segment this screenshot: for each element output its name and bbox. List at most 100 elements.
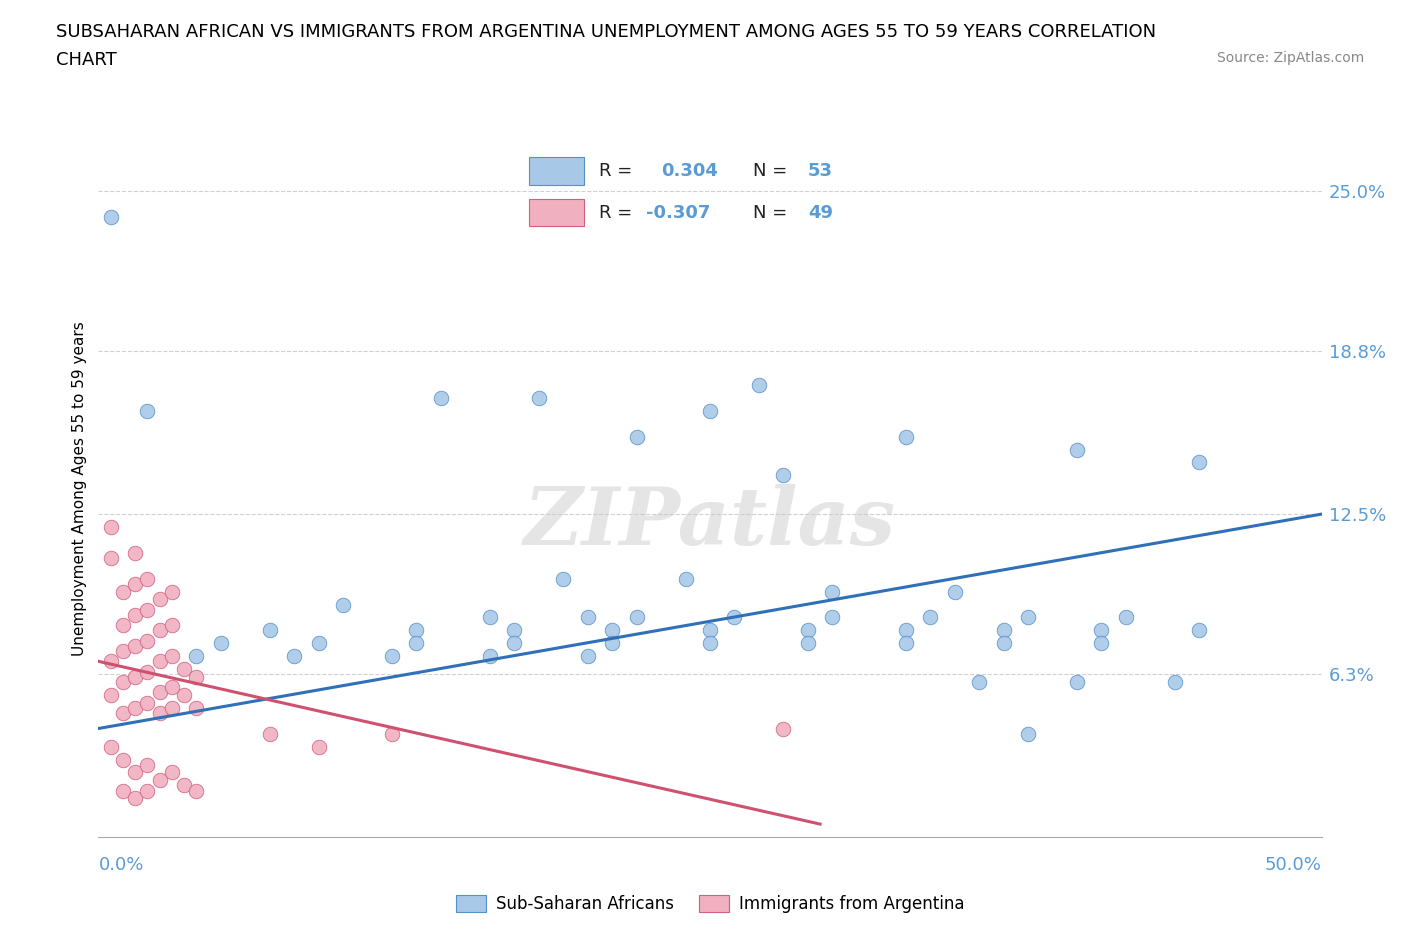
Point bbox=[797, 623, 820, 638]
Point bbox=[160, 680, 183, 695]
Point bbox=[430, 391, 453, 405]
Point bbox=[136, 664, 159, 679]
Point bbox=[186, 649, 208, 664]
Point bbox=[1017, 610, 1039, 625]
Point bbox=[723, 610, 745, 625]
Point bbox=[553, 571, 575, 586]
Point bbox=[894, 636, 917, 651]
Point bbox=[943, 584, 966, 599]
Point bbox=[1090, 636, 1112, 651]
Point bbox=[124, 607, 146, 622]
Point bbox=[186, 670, 208, 684]
Point bbox=[772, 468, 794, 483]
Point bbox=[1164, 674, 1187, 689]
Point bbox=[100, 209, 122, 224]
Text: 0.0%: 0.0% bbox=[98, 856, 143, 873]
Point bbox=[136, 571, 159, 586]
Point bbox=[136, 603, 159, 618]
Point bbox=[111, 674, 134, 689]
Point bbox=[209, 636, 232, 651]
Point bbox=[149, 706, 172, 721]
Point bbox=[821, 610, 844, 625]
Point bbox=[149, 654, 172, 669]
Point bbox=[503, 636, 526, 651]
Point bbox=[124, 577, 146, 591]
Point bbox=[675, 571, 697, 586]
Point bbox=[894, 623, 917, 638]
Point bbox=[173, 661, 195, 676]
Point bbox=[111, 584, 134, 599]
Point bbox=[1090, 623, 1112, 638]
Text: Source: ZipAtlas.com: Source: ZipAtlas.com bbox=[1216, 51, 1364, 65]
Point bbox=[111, 752, 134, 767]
Point bbox=[308, 636, 330, 651]
Point bbox=[100, 520, 122, 535]
Text: ZIPatlas: ZIPatlas bbox=[524, 485, 896, 562]
Text: SUBSAHARAN AFRICAN VS IMMIGRANTS FROM ARGENTINA UNEMPLOYMENT AMONG AGES 55 TO 59: SUBSAHARAN AFRICAN VS IMMIGRANTS FROM AR… bbox=[56, 23, 1156, 41]
Point bbox=[993, 623, 1015, 638]
Point bbox=[160, 649, 183, 664]
Point bbox=[1115, 610, 1137, 625]
Point bbox=[124, 638, 146, 653]
Point bbox=[136, 757, 159, 772]
Point bbox=[527, 391, 550, 405]
Point bbox=[136, 633, 159, 648]
Point bbox=[405, 636, 427, 651]
Point bbox=[576, 610, 599, 625]
Point bbox=[626, 610, 648, 625]
Point bbox=[259, 623, 281, 638]
Point bbox=[405, 623, 427, 638]
Point bbox=[136, 696, 159, 711]
Point bbox=[967, 674, 990, 689]
Point bbox=[160, 584, 183, 599]
Point bbox=[111, 618, 134, 632]
Point bbox=[124, 545, 146, 560]
Point bbox=[332, 597, 354, 612]
Point bbox=[100, 551, 122, 565]
Point bbox=[797, 636, 820, 651]
Point bbox=[111, 706, 134, 721]
Point bbox=[748, 378, 770, 392]
Point bbox=[1188, 623, 1211, 638]
Point bbox=[149, 684, 172, 699]
Point bbox=[699, 623, 721, 638]
Point bbox=[100, 654, 122, 669]
Point bbox=[259, 726, 281, 741]
Point bbox=[600, 623, 623, 638]
Point bbox=[772, 721, 794, 736]
Point bbox=[111, 783, 134, 798]
Point bbox=[576, 649, 599, 664]
Point bbox=[381, 649, 404, 664]
Point bbox=[149, 623, 172, 638]
Point bbox=[100, 739, 122, 754]
Point bbox=[160, 700, 183, 715]
Point bbox=[699, 404, 721, 418]
Point bbox=[173, 777, 195, 792]
Point bbox=[894, 429, 917, 444]
Point bbox=[1188, 455, 1211, 470]
Point bbox=[136, 404, 159, 418]
Point bbox=[124, 790, 146, 805]
Point bbox=[920, 610, 942, 625]
Text: CHART: CHART bbox=[56, 51, 117, 69]
Text: 50.0%: 50.0% bbox=[1265, 856, 1322, 873]
Point bbox=[124, 670, 146, 684]
Point bbox=[100, 687, 122, 702]
Point bbox=[1066, 674, 1088, 689]
Point bbox=[600, 636, 623, 651]
Point bbox=[478, 649, 501, 664]
Point bbox=[149, 591, 172, 606]
Point bbox=[993, 636, 1015, 651]
Point bbox=[160, 618, 183, 632]
Point bbox=[626, 429, 648, 444]
Point bbox=[149, 773, 172, 788]
Point bbox=[186, 700, 208, 715]
Point bbox=[381, 726, 404, 741]
Point bbox=[283, 649, 305, 664]
Point bbox=[111, 644, 134, 658]
Point bbox=[821, 584, 844, 599]
Point bbox=[173, 687, 195, 702]
Point bbox=[1066, 442, 1088, 457]
Point bbox=[124, 700, 146, 715]
Point bbox=[503, 623, 526, 638]
